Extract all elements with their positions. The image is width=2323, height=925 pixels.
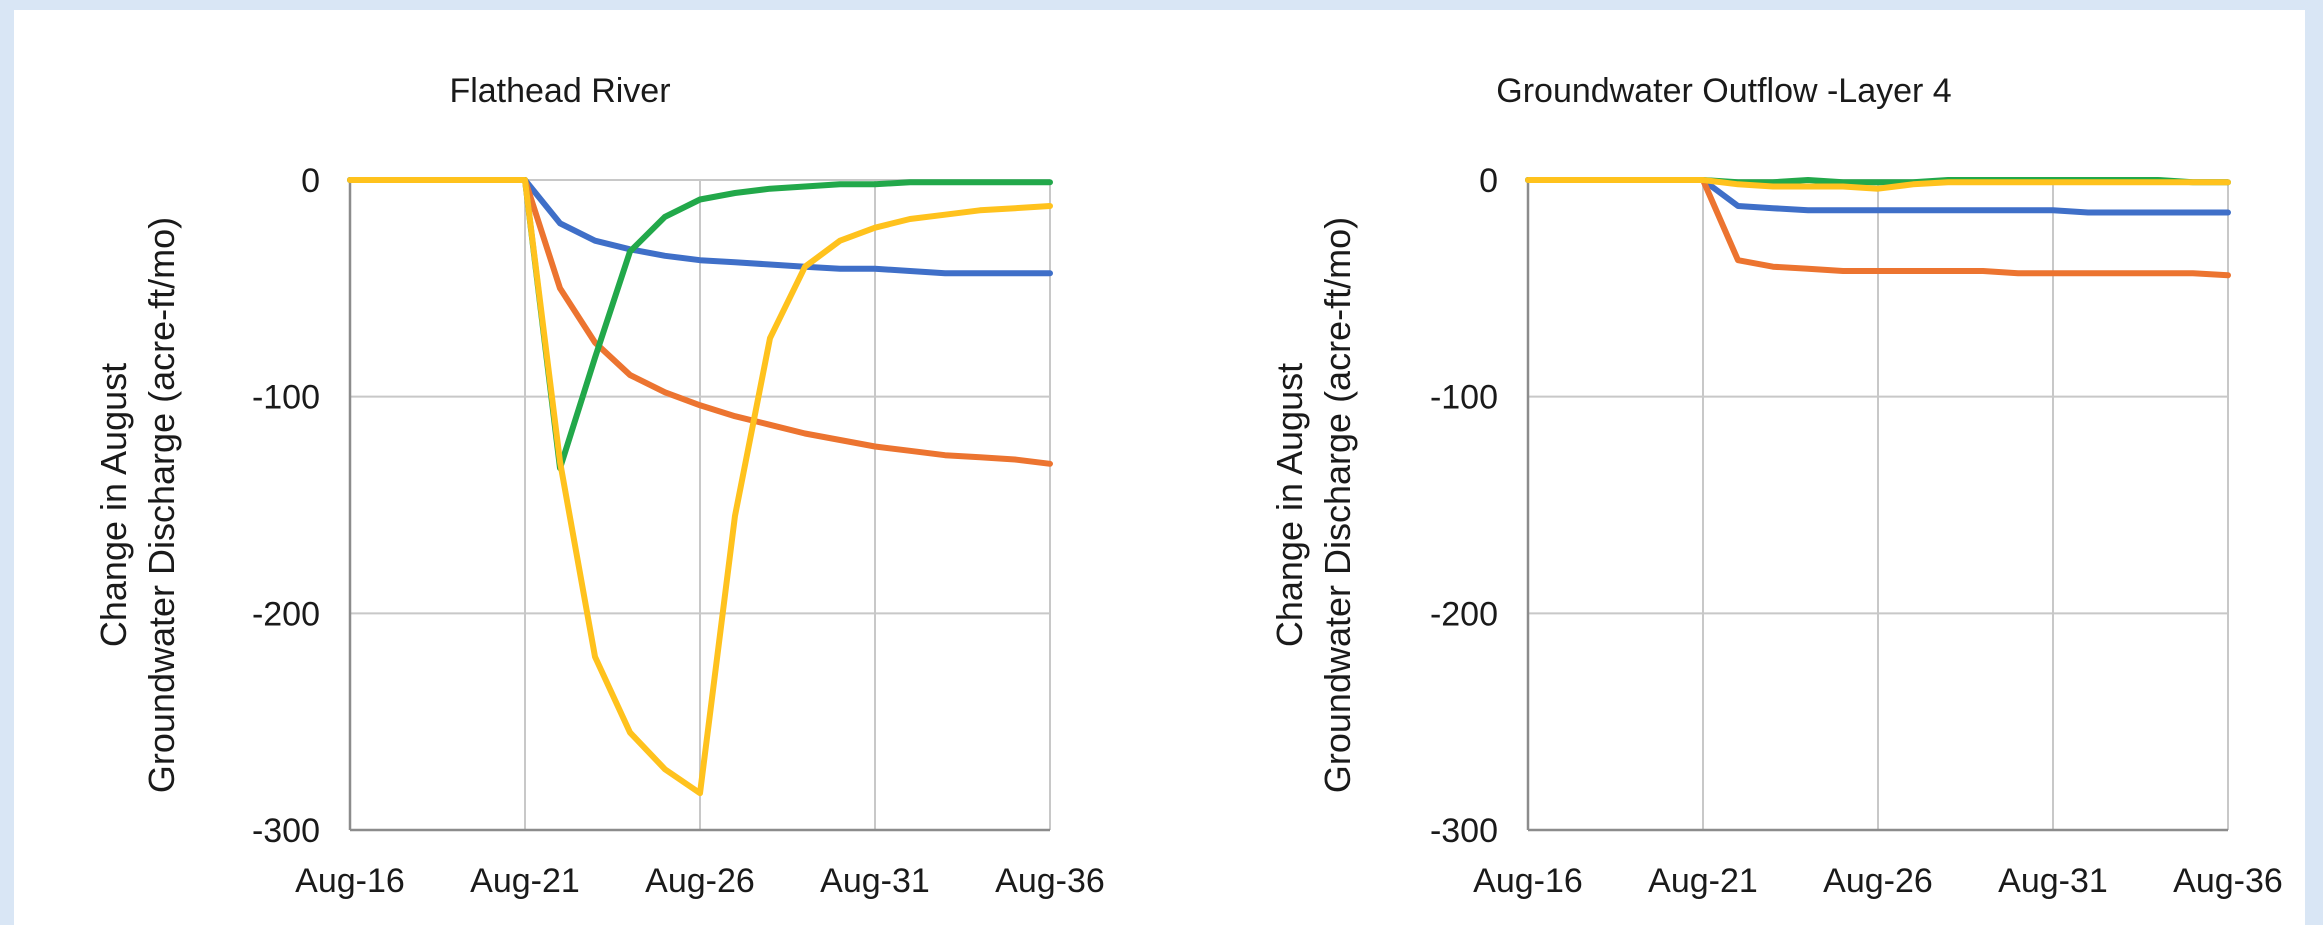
x-tick-label: Aug-31 (820, 862, 930, 900)
y-tick-label: -200 (252, 595, 320, 633)
chart-title: Flathead River (449, 72, 670, 110)
y-axis-label: Groundwater Discharge (acre-ft/mo) (141, 217, 182, 793)
chart-2: Groundwater Outflow -Layer 4 Change in Au… (1269, 72, 2283, 900)
x-tick-label: Aug-21 (470, 862, 580, 900)
y-axis-label: Change in August (1269, 363, 1310, 647)
x-tick-label: Aug-31 (1998, 862, 2108, 900)
y-tick-label: 0 (1479, 162, 1498, 200)
chart-1: Flathead River Change in August Groundwate… (93, 72, 1105, 900)
series-line-3 (347, 177, 1053, 472)
series-line-4 (347, 177, 1053, 797)
y-tick-label: -300 (252, 812, 320, 850)
y-tick-label: 0 (301, 162, 320, 200)
x-tick-label: Aug-21 (1648, 862, 1758, 900)
y-axis-label: Change in August (93, 363, 134, 647)
y-tick-label: -200 (1430, 595, 1498, 633)
series-line-2 (347, 177, 1053, 467)
y-tick-label: -100 (1430, 379, 1498, 417)
series-line-4 (1525, 177, 2231, 192)
series-line-1 (1525, 177, 2231, 216)
series-line-1 (347, 177, 1053, 277)
y-axis-label: Groundwater Discharge (acre-ft/mo) (1317, 217, 1358, 793)
series-line-2 (1525, 177, 2231, 279)
x-tick-label: Aug-16 (295, 862, 405, 900)
x-tick-label: Aug-26 (645, 862, 755, 900)
y-tick-label: -300 (1430, 812, 1498, 850)
x-tick-label: Aug-26 (1823, 862, 1933, 900)
x-tick-label: Aug-36 (995, 862, 1105, 900)
y-tick-label: -100 (252, 379, 320, 417)
chart-title: Groundwater Outflow -Layer 4 (1496, 72, 1951, 110)
x-tick-label: Aug-36 (2173, 862, 2283, 900)
figure-panel: Flathead River Change in August Groundwate… (14, 10, 2305, 925)
x-tick-label: Aug-16 (1473, 862, 1583, 900)
